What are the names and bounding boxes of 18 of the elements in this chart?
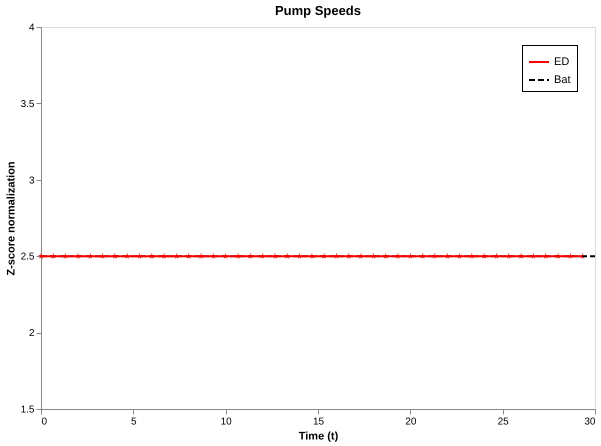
x-tick-label: 10 [220, 416, 232, 428]
x-tick-label: 20 [405, 416, 417, 428]
y-tick-label: 3 [28, 175, 35, 186]
x-tick-label: 15 [312, 416, 324, 428]
x-tick-label: 30 [584, 416, 596, 428]
y-tick-label: 1.5 [20, 404, 35, 416]
legend-label: ED [554, 56, 570, 68]
x-tick-label: 0 [42, 416, 48, 428]
x-tick-label: 5 [131, 416, 138, 428]
y-tick-label: 3.5 [20, 98, 35, 110]
y-tick-label: 2 [28, 328, 35, 340]
y-tick-label: 4 [28, 22, 35, 34]
chart-title: Pump Speeds [275, 3, 361, 18]
x-tick-label: 25 [498, 416, 510, 428]
y-axis-title: Z-score normalization [6, 161, 18, 276]
y-tick-label: 2.5 [20, 252, 35, 263]
legend-label: Bat [554, 74, 571, 86]
x-axis-title: Time (t) [298, 430, 339, 442]
